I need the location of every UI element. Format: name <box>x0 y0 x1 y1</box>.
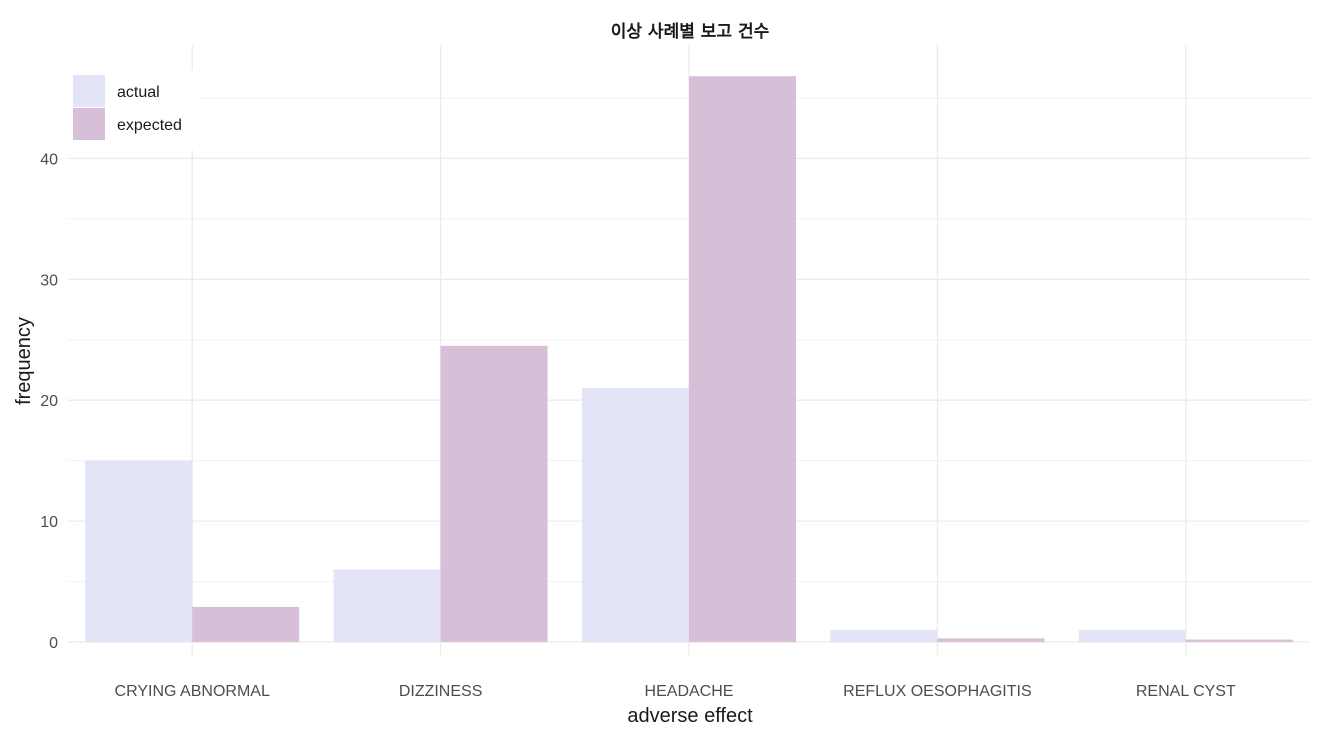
tick-labels: 0 10 20 30 40 CRYING ABNORMAL DIZZINESS HEADACH… <box>40 151 1236 700</box>
legend-label-actual: actual <box>117 84 160 101</box>
bar-expected-dizziness <box>440 345 548 642</box>
x-tick-label: HEADACHE <box>645 683 734 700</box>
y-tick-label: 40 <box>40 151 58 168</box>
bar-actual-crying-abnormal <box>85 460 193 642</box>
x-tick-label: REFLUX OESOPHAGITIS <box>843 683 1031 700</box>
x-tick-label: DIZZINESS <box>399 683 483 700</box>
legend-key-actual <box>73 75 105 107</box>
legend-label-expected: expected <box>117 117 182 134</box>
x-tick-label: CRYING ABNORMAL <box>115 683 270 700</box>
bar-expected-reflux-oesophagitis <box>937 638 1045 642</box>
legend-key-expected <box>73 108 105 140</box>
legend: actual expected <box>68 70 201 150</box>
y-axis-title: frequency <box>13 317 35 405</box>
bar-actual-renal-cyst <box>1078 629 1186 642</box>
bar-actual-headache <box>582 388 689 642</box>
x-axis-title: adverse effect <box>627 705 753 727</box>
chart-title: 이상 사례별 보고 건수 <box>611 22 770 42</box>
bar-expected-crying-abnormal <box>192 606 300 642</box>
bars <box>85 76 1293 643</box>
y-tick-label: 0 <box>49 635 58 652</box>
bar-expected-renal-cyst <box>1185 639 1293 642</box>
bar-expected-headache <box>689 76 796 643</box>
bar-actual-reflux-oesophagitis <box>830 629 938 642</box>
y-tick-label: 20 <box>40 393 58 410</box>
x-tick-label: RENAL CYST <box>1136 683 1236 700</box>
y-tick-label: 30 <box>40 272 58 289</box>
y-tick-label: 10 <box>40 514 58 531</box>
bar-actual-dizziness <box>333 569 441 642</box>
